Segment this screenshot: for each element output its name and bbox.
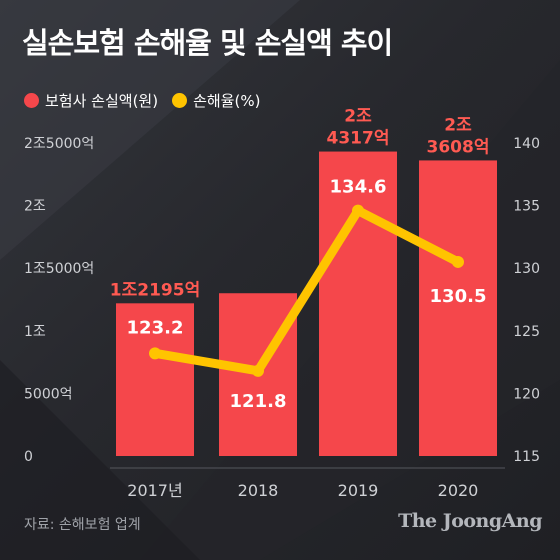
legend-swatch-ratio [172,93,188,108]
ratio-point [352,204,364,217]
x-tick-label: 2017년 [127,481,182,500]
bar [419,160,497,456]
x-tick-label: 2020 [438,481,479,500]
y-left-tick-label: 1조 [24,324,46,340]
legend-item-ratio: 손해율(%) [172,90,260,111]
legend-item-loss: 보험사 손실액(원) [24,90,158,111]
y-left-tick-label: 2조5000억 [24,136,94,152]
bar-value-label: 4317억 [327,129,390,149]
source-note: 자료: 손해보험 업계 [24,517,141,533]
ratio-point [252,364,264,377]
ratio-value-label: 134.6 [330,177,387,198]
ratio-value-label: 121.8 [230,391,287,412]
ratio-value-label: 130.5 [430,286,487,307]
bar [319,151,397,457]
y-right-tick-label: 135 [513,199,540,215]
y-right-tick-label: 120 [513,386,540,402]
chart-title: 실손보험 손해율 및 손실액 추이 [22,26,393,60]
legend-swatch-loss [24,93,39,108]
bar-value-label: 3608억 [427,137,490,157]
bar-value-label: 2조 [444,115,472,135]
y-right-tick-label: 125 [513,324,540,340]
x-tick-label: 2018 [238,481,279,500]
y-right-tick-label: 130 [513,261,540,277]
y-right-tick-label: 140 [513,136,540,152]
legend-label-loss: 보험사 손실액(원) [45,92,159,110]
y-left-tick-label: 2조 [24,199,46,215]
y-left-tick-label: 0 [24,449,33,465]
publisher-logo: The JoongAng [398,510,542,532]
y-left-tick-label: 1조5000억 [24,261,94,277]
bar [116,303,194,456]
ratio-value-label: 123.2 [127,317,184,338]
legend-label-ratio: 손해율(%) [193,92,261,110]
bar-value-label: 2조 [344,107,372,127]
x-tick-label: 2019 [338,481,379,500]
legend: 보험사 손실액(원) 손해율(%) [24,90,274,111]
y-left-tick-label: 5000억 [24,386,73,402]
y-right-tick-label: 115 [513,449,540,465]
bar-value-label: 1조2195억 [110,280,200,300]
ratio-point [149,347,161,360]
ratio-point [452,255,464,268]
ratio-line [150,206,463,376]
